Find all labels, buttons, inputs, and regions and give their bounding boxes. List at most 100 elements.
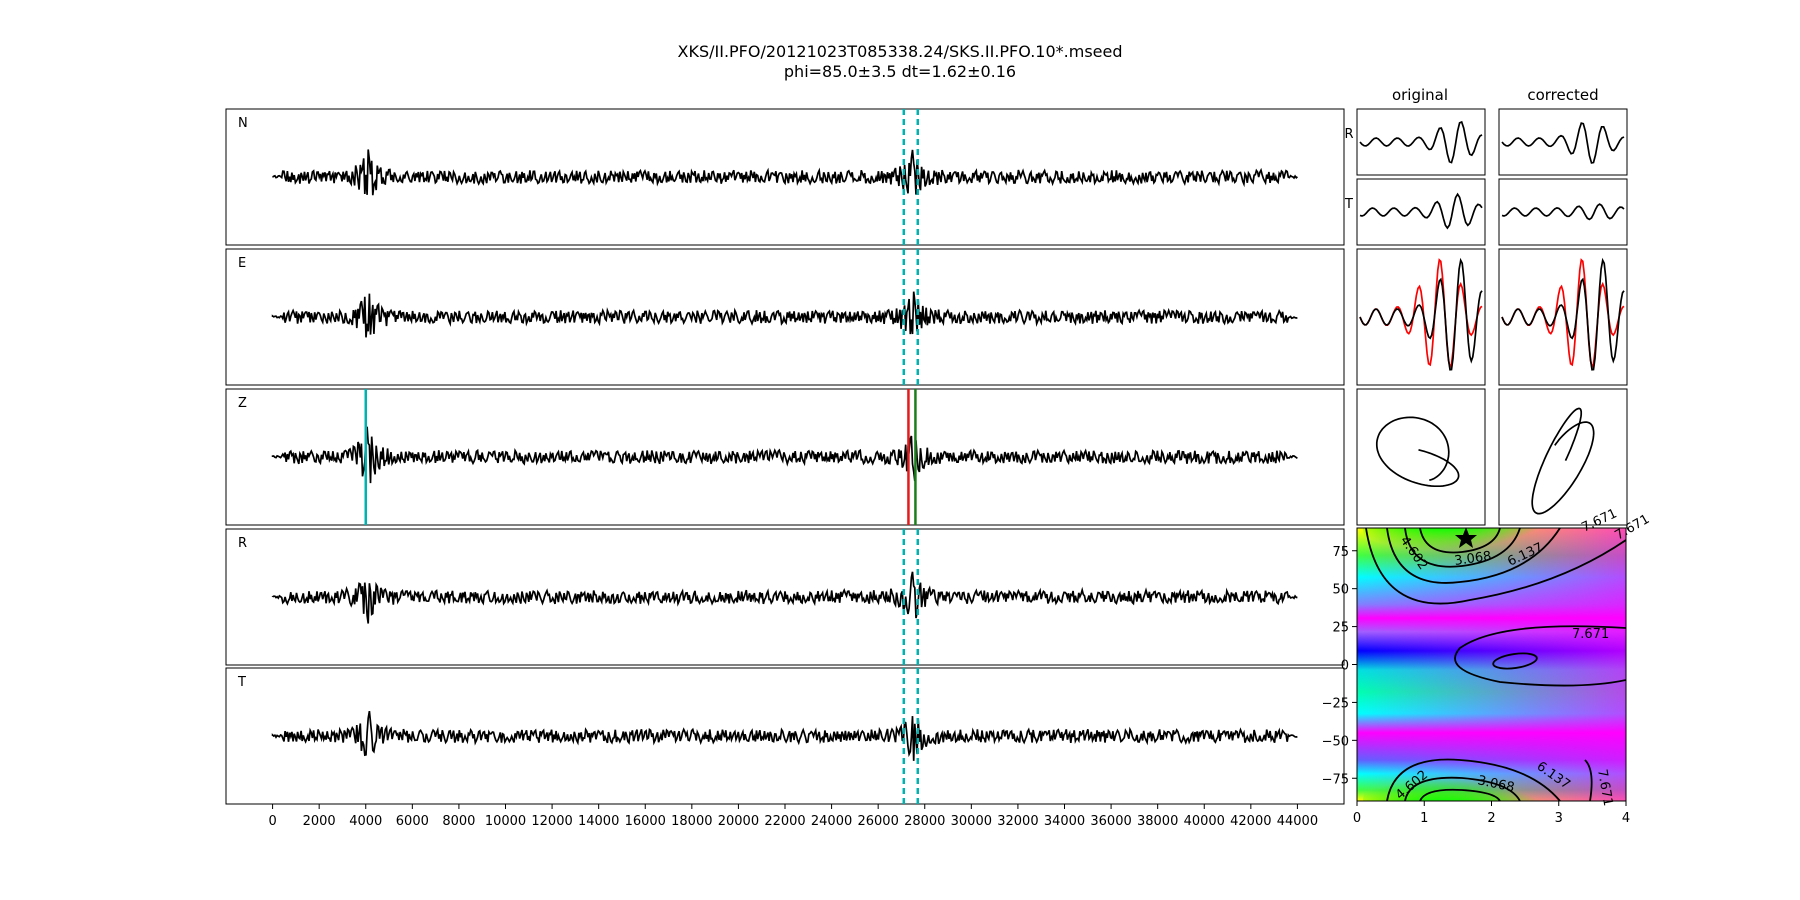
x-tick-label: 28000 <box>904 814 945 829</box>
column-title-original: original <box>1392 86 1448 104</box>
contour-line <box>1404 776 1521 801</box>
panel-frame <box>1356 178 1486 246</box>
contour-line <box>1386 528 1561 584</box>
seismogram-trace <box>271 426 1298 484</box>
window-trace <box>1359 120 1483 164</box>
comparison-panel <box>1498 248 1628 386</box>
x-tick-label: 12000 <box>531 814 572 829</box>
x-tick-label: 26000 <box>857 814 898 829</box>
contour-line <box>1419 528 1501 554</box>
contour-line <box>1584 759 1593 801</box>
heatmap-axes: 0 1 2 3 4 75 50 25 0 −25 −50 −75 <box>1322 545 1631 826</box>
x-tick-label: 38000 <box>1137 814 1178 829</box>
heatmap-y-tick-label: 25 <box>1332 621 1349 636</box>
figure-subtitle: phi=85.0±3.5 dt=1.62±0.16 <box>783 62 1017 81</box>
contour-label: 7.671 <box>1572 627 1609 642</box>
seismogram-panels: N E Z R T <box>225 108 1345 805</box>
x-tick-label: 18000 <box>671 814 712 829</box>
panel-label: T <box>237 675 246 690</box>
seismogram-panel-Z: Z <box>225 388 1345 526</box>
window-trace <box>1501 203 1625 221</box>
contour-label: 3.068 <box>1453 549 1492 569</box>
x-tick-label: 36000 <box>1090 814 1131 829</box>
heatmap-y-tick-label: 75 <box>1332 545 1349 560</box>
panel-frame <box>225 667 1345 805</box>
x-tick-label: 10000 <box>485 814 526 829</box>
heatmap-x-tick-label: 0 <box>1353 811 1361 826</box>
panel-frame <box>1356 248 1486 386</box>
x-tick-label: 34000 <box>1044 814 1085 829</box>
comparison-panel <box>1498 108 1628 176</box>
x-tick-label: 24000 <box>811 814 852 829</box>
heatmap-y-tick-label: 0 <box>1341 659 1349 674</box>
panel-frame <box>1498 248 1628 386</box>
contour-line <box>1419 788 1501 801</box>
panel-label: N <box>238 116 248 131</box>
x-tick-label: 16000 <box>625 814 666 829</box>
column-title-corrected: corrected <box>1527 86 1598 104</box>
error-surface-heatmap: 7.671 7.671 6.137 6.137 4.602 4.602 3.06… <box>1322 506 1653 826</box>
x-tick-label: 14000 <box>578 814 619 829</box>
heatmap-x-tick-label: 1 <box>1420 811 1428 826</box>
panel-frame <box>1498 108 1628 176</box>
seismogram-trace <box>271 571 1298 624</box>
comparison-panel <box>1498 388 1628 526</box>
window-trace <box>1501 122 1625 164</box>
best-fit-star-icon <box>1455 528 1477 548</box>
panel-frame <box>225 528 1345 666</box>
contour-line <box>1365 528 1626 605</box>
panel-frame <box>225 248 1345 386</box>
particle-motion <box>1375 416 1460 488</box>
heatmap-y-tick-label: −50 <box>1322 734 1349 749</box>
row-label-R: R <box>1344 127 1353 142</box>
x-tick-label: 0 <box>268 814 276 829</box>
comparison-panel <box>1356 248 1486 386</box>
heatmap-x-tick-label: 3 <box>1555 811 1563 826</box>
x-tick-label: 22000 <box>764 814 805 829</box>
window-trace <box>1359 192 1483 230</box>
contour-line <box>1404 528 1521 568</box>
comparison-panel <box>1356 388 1486 526</box>
heatmap-x-tick-label: 4 <box>1622 811 1630 826</box>
contour-line <box>1454 625 1626 687</box>
contour-line <box>1492 652 1538 670</box>
x-tick-label: 44000 <box>1277 814 1318 829</box>
x-tick-label: 8000 <box>442 814 475 829</box>
x-tick-label: 4000 <box>349 814 382 829</box>
component-trace <box>1359 257 1483 371</box>
x-tick-label: 30000 <box>951 814 992 829</box>
component-trace <box>1501 257 1625 371</box>
particle-motion <box>1531 407 1595 515</box>
seismogram-trace <box>271 291 1298 338</box>
contour-label: 7.671 <box>1594 768 1615 807</box>
figure-title: XKS/II.PFO/20121023T085338.24/SKS.II.PFO… <box>677 42 1123 61</box>
seismogram-trace <box>272 149 1298 196</box>
panel-frame <box>225 108 1345 246</box>
row-label-T: T <box>1344 197 1353 212</box>
heatmap-x-tick-label: 2 <box>1487 811 1495 826</box>
contour-label: 7.671 <box>1613 512 1653 544</box>
seismogram-panel-E: E <box>225 248 1345 386</box>
x-tick-label: 42000 <box>1230 814 1271 829</box>
panel-frame <box>1356 388 1486 526</box>
x-tick-label: 2000 <box>303 814 336 829</box>
panel-label: Z <box>238 396 247 411</box>
comparison-panel <box>1356 108 1486 176</box>
comparison-panel <box>1498 178 1628 246</box>
panel-label: R <box>238 536 247 551</box>
heatmap-y-tick-label: 50 <box>1332 583 1349 598</box>
window-comparison-panels <box>1356 108 1628 526</box>
contour-line <box>1386 758 1561 801</box>
seismogram-panel-N: N <box>225 108 1345 246</box>
x-tick-label: 40000 <box>1184 814 1225 829</box>
seismogram-trace <box>271 710 1298 761</box>
seismogram-x-axis: 0 2000 4000 6000 8000 10000 12000 14000 16000 180… <box>268 804 1318 829</box>
heatmap-y-tick-label: −25 <box>1322 696 1349 711</box>
x-tick-label: 32000 <box>997 814 1038 829</box>
panel-frame <box>225 388 1345 526</box>
panel-frame <box>1356 108 1486 176</box>
panel-label: E <box>238 256 246 271</box>
x-tick-label: 20000 <box>718 814 759 829</box>
comparison-panel <box>1356 178 1486 246</box>
